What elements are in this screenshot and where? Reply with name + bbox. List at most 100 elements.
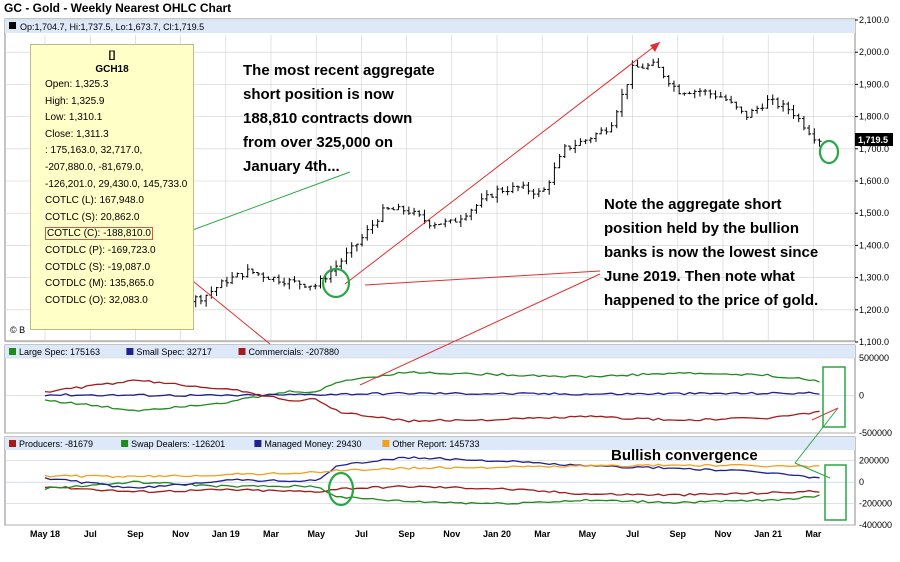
x-tick-label: Jul bbox=[84, 529, 97, 539]
annotations bbox=[149, 41, 847, 521]
y-tick-label: 200000 bbox=[859, 456, 889, 466]
y-tick-label: 500000 bbox=[859, 353, 889, 363]
cot-panel-2 bbox=[4, 436, 856, 526]
cot-legend-2: Producers: -81679 Swap Dealers: -126201 Ma… bbox=[9, 439, 479, 449]
legend-label: Commercials: -207880 bbox=[249, 347, 340, 357]
watermark: © B bbox=[10, 325, 25, 335]
x-tick-label: Sep bbox=[127, 529, 144, 539]
series-line bbox=[44, 391, 820, 397]
x-tick-label: Jan 19 bbox=[212, 529, 240, 539]
last-price-tag bbox=[855, 133, 893, 146]
x-tick-label: Mar bbox=[805, 529, 822, 539]
x-tick-label: May 18 bbox=[30, 529, 60, 539]
tooltip-line: Open: 1,325.3 bbox=[45, 79, 109, 90]
x-axis: May 18 Jul Sep Nov Jan 19 Mar May Jul Sep Nov Jan … bbox=[30, 529, 822, 539]
cot-legend-1: Large Spec: 175163 Small Spec: 32717 Comme… bbox=[9, 347, 339, 357]
ohlc-readout-bar bbox=[5, 19, 855, 33]
y-tick-label: -400000 bbox=[859, 520, 892, 530]
tooltip-line: COTLC (S): 20,862.0 bbox=[45, 211, 140, 223]
green-pointer-line bbox=[794, 462, 831, 479]
note-1: The most recent aggregate short position… bbox=[243, 62, 439, 175]
x-tick-label: Jan 20 bbox=[483, 529, 511, 539]
legend-label: Managed Money: 29430 bbox=[264, 439, 361, 449]
tooltip-line-highlighted: COTLC (C): -188,810.0 bbox=[31, 226, 193, 243]
y-tick-label: 1,700.0 bbox=[859, 144, 889, 154]
tooltip-line: : 175,163.0, 32,717.0, bbox=[45, 145, 143, 157]
panel2-y-axis: 200000 0 -200000 -400000 bbox=[859, 456, 892, 530]
note-1-line-3: 188,810 contracts down bbox=[243, 110, 412, 127]
x-tick-label: Jul bbox=[355, 529, 368, 539]
panel1-y-axis: 500000 0 -500000 bbox=[859, 353, 892, 438]
y-tick-label: 1,100.0 bbox=[859, 337, 889, 347]
note-2: Note the aggregate short position held b… bbox=[604, 196, 822, 309]
ohlc-readout: Op:1,704.7, Hi:1,737.5, Lo:1,673.7, Cl:1… bbox=[20, 22, 204, 32]
tooltip-line: COTDLC (S): -19,087.0 bbox=[45, 261, 151, 273]
highlight-box bbox=[822, 366, 846, 428]
y-tick-label: 1,400.0 bbox=[859, 240, 889, 250]
y-tick-label: -500000 bbox=[859, 428, 892, 438]
legend-swatch bbox=[254, 440, 262, 447]
tooltip-lines: Open: 1,325.3 High: 1,325.9 Low: 1,310.1… bbox=[31, 77, 193, 309]
tooltip-line: -126,201.0, 29,430.0, 145,733.0 bbox=[45, 178, 188, 190]
y-tick-label: 1,800.0 bbox=[859, 112, 889, 122]
tooltip-line: Close: 1,311.3 bbox=[45, 128, 109, 140]
note-2-line-3: banks is now the lowest since bbox=[604, 244, 818, 261]
note-1-line-1: The most recent aggregate bbox=[243, 62, 435, 79]
green-pointer-line bbox=[794, 407, 839, 464]
highlight-circle bbox=[818, 139, 840, 165]
legend-swatch bbox=[9, 440, 16, 447]
y-tick-label: 2,000.0 bbox=[859, 47, 889, 57]
series-line bbox=[44, 463, 820, 479]
chart-title: GC - Gold - Weekly Nearest OHLC Chart bbox=[4, 1, 231, 15]
tooltip-header-1: [] bbox=[108, 50, 116, 61]
x-tick-label: Nov bbox=[443, 529, 460, 539]
series-line bbox=[44, 379, 820, 423]
series-line bbox=[44, 485, 820, 497]
y-tick-label: 1,500.0 bbox=[859, 208, 889, 218]
last-price-label: 1,719.5 bbox=[858, 135, 888, 145]
panel2-grid bbox=[5, 460, 855, 526]
x-tick-label: Mar bbox=[263, 529, 280, 539]
tooltip-line: COTDLC (O): 32,083.0 bbox=[45, 294, 148, 306]
note-1-line-4: from over 325,000 on bbox=[243, 134, 393, 151]
x-tick-label: Sep bbox=[398, 529, 415, 539]
note-2-line-2: position held by the bullion bbox=[604, 220, 799, 237]
y-tick-label: 0 bbox=[859, 477, 864, 487]
note-3: Bullish convergence bbox=[611, 447, 758, 464]
cot-legend-bar-1 bbox=[5, 345, 855, 358]
y-tick-label: 1,900.0 bbox=[859, 79, 889, 89]
red-pointer-line bbox=[811, 407, 839, 421]
legend-swatch bbox=[238, 348, 246, 355]
legend-label: Small Spec: 32717 bbox=[136, 347, 212, 357]
tooltip-highlight-box: COTLC (C): -188,810.0 bbox=[45, 227, 153, 241]
legend-swatch bbox=[121, 440, 129, 447]
highlight-circle bbox=[321, 267, 351, 299]
legend-label: Swap Dealers: -126201 bbox=[131, 439, 225, 449]
note-1-line-5: January 4th... bbox=[243, 158, 340, 175]
series-line bbox=[44, 371, 820, 412]
y-tick-label: -200000 bbox=[859, 499, 892, 509]
series-line bbox=[44, 456, 820, 489]
x-tick-label: Jan 21 bbox=[754, 529, 782, 539]
tooltip-line: COTDLC (P): -169,723.0 bbox=[45, 244, 156, 256]
data-tooltip: [] GCH18 Open: 1,325.3 High: 1,325.9 Low… bbox=[30, 44, 194, 330]
note-1-line-2: short position is now bbox=[243, 86, 394, 103]
x-tick-label: Mar bbox=[534, 529, 551, 539]
x-tick-label: Sep bbox=[670, 529, 687, 539]
legend-swatch bbox=[9, 348, 16, 355]
highlight-box bbox=[824, 464, 847, 521]
price-y-axis: 2,100.0 2,000.0 1,900.0 1,800.0 1,700.0 1,600… bbox=[855, 15, 889, 347]
x-tick-label: May bbox=[579, 529, 597, 539]
tooltip-line: High: 1,325.9 bbox=[45, 95, 105, 107]
legend-swatch bbox=[382, 440, 390, 447]
cot-legend-bar-2 bbox=[5, 437, 855, 450]
y-tick-label: 2,100.0 bbox=[859, 15, 889, 25]
y-tick-label: 1,600.0 bbox=[859, 176, 889, 186]
note-2-line-5: happened to the price of gold. bbox=[604, 292, 818, 309]
tooltip-line: Low: 1,310.1 bbox=[45, 112, 103, 124]
legend-label: Other Report: 145733 bbox=[392, 439, 479, 449]
y-tick-label: 1,300.0 bbox=[859, 273, 889, 283]
red-pointer-line bbox=[364, 270, 601, 286]
tooltip-line: COTDLC (M): 135,865.0 bbox=[45, 278, 154, 290]
panel1-series bbox=[44, 371, 820, 423]
